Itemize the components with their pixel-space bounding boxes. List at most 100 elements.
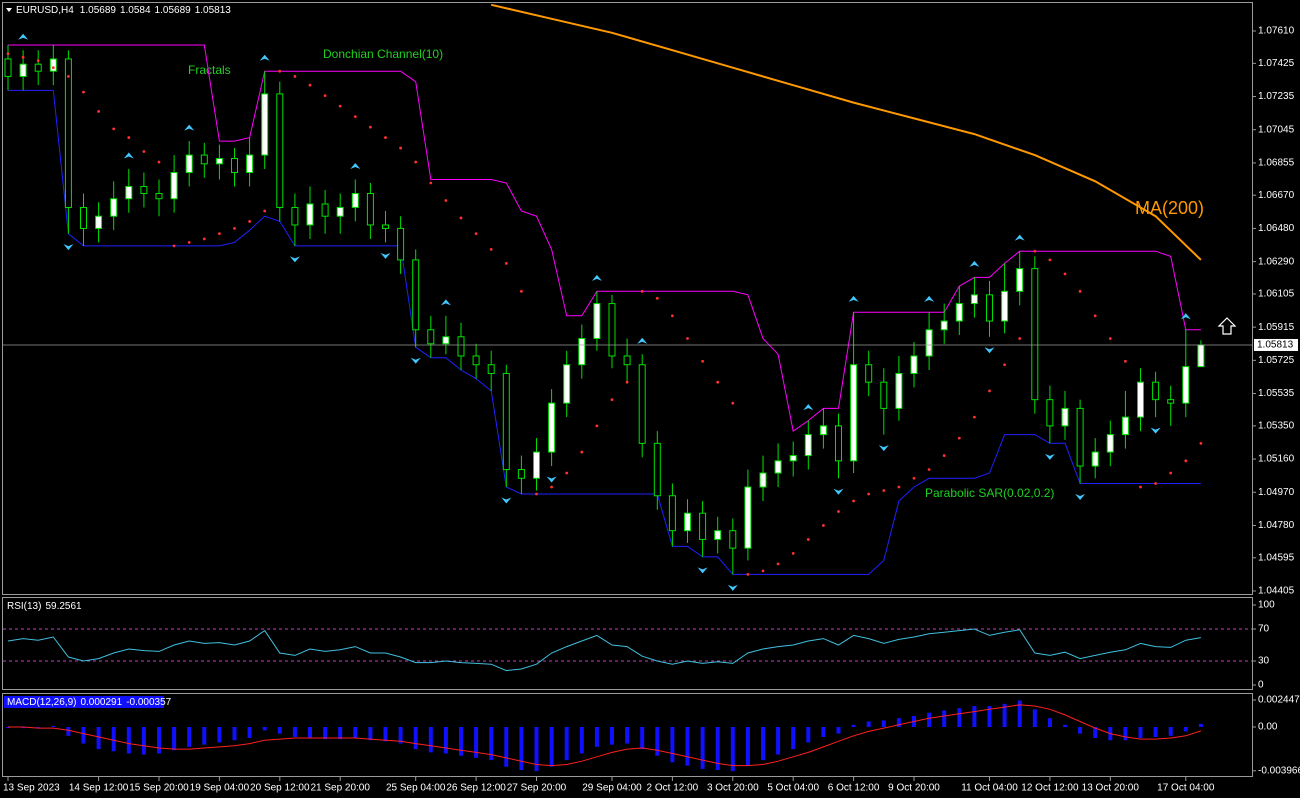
- candle-body: [744, 486, 752, 549]
- macd-bar: [111, 727, 116, 752]
- y-tick-label: 70: [1258, 624, 1270, 635]
- header: EURUSD,H4 1.05689 1.0584 1.05689 1.05813: [16, 5, 231, 16]
- x-tick-label: 19 Sep 04:00: [190, 783, 250, 794]
- sar-dot: [459, 216, 463, 220]
- macd-bar: [383, 727, 388, 742]
- candle-body: [865, 364, 873, 383]
- fractal-down: [984, 347, 995, 354]
- candle-body: [49, 58, 57, 72]
- sar-dot: [731, 401, 735, 405]
- sar-dot: [369, 125, 372, 129]
- macd-bar: [1032, 709, 1037, 728]
- candle-body: [412, 259, 420, 331]
- rsi-label: RSI(13) 59.2561: [7, 601, 82, 612]
- sar-dot: [218, 232, 221, 236]
- macd-bar: [353, 727, 358, 739]
- candle-body: [140, 186, 148, 194]
- fractal-down: [546, 476, 557, 483]
- fractal-up: [848, 295, 859, 302]
- fractal-up: [259, 54, 270, 61]
- macd-bar: [232, 727, 237, 741]
- macd-bar: [942, 710, 947, 728]
- sar-dot: [384, 136, 387, 139]
- candle-body: [789, 455, 797, 462]
- sar-dot: [640, 289, 644, 293]
- candle-body: [366, 192, 374, 226]
- macd-bar: [172, 727, 177, 751]
- macd-label: MACD(12,26,9) 0.000291 -0.000357: [7, 697, 172, 708]
- donchian-lower: [8, 89, 1201, 575]
- high: 1.0584: [120, 5, 151, 16]
- sar-dot: [323, 94, 327, 98]
- x-tick-label: 13 Oct 20:00: [1082, 783, 1140, 794]
- fractal-up: [350, 163, 361, 170]
- macd-bar: [428, 727, 433, 753]
- sar-dot: [867, 492, 871, 496]
- macd-bar: [1063, 724, 1067, 728]
- y-tick-label: 1.06855: [1258, 158, 1295, 169]
- sar-dot: [1093, 314, 1097, 318]
- sar-dot: [671, 314, 674, 318]
- sar-dot: [655, 296, 659, 300]
- macd-bar: [323, 727, 328, 740]
- annotation: MA(200): [1135, 198, 1204, 218]
- sar-dot: [21, 55, 25, 59]
- macd-bar: [655, 727, 660, 756]
- macd-bar: [549, 727, 554, 767]
- candle-body: [804, 434, 812, 457]
- macd-bar: [836, 727, 841, 734]
- price-panel: [2, 2, 1253, 595]
- sar-dot: [927, 468, 931, 471]
- macd-bar: [1168, 727, 1173, 736]
- candle-body: [563, 364, 571, 404]
- macd-bar: [81, 727, 86, 744]
- macd-bar: [443, 727, 448, 754]
- candle-body: [1016, 268, 1024, 292]
- candle-body: [427, 329, 435, 345]
- macd-bar: [36, 727, 41, 728]
- sar-dot: [565, 471, 569, 475]
- candle-body: [215, 158, 223, 165]
- y-tick-label: 1.07425: [1258, 58, 1295, 69]
- sar-dot: [791, 552, 795, 555]
- moving-average: [490, 3, 1202, 261]
- macd-bar: [730, 727, 735, 772]
- macd-bar: [957, 708, 962, 728]
- signal-value: -0.000357: [126, 697, 171, 708]
- y-tick-label: 1.07235: [1258, 91, 1295, 102]
- y-tick-label: 1.06290: [1258, 256, 1295, 267]
- macd-label-bg: [4, 696, 164, 708]
- candle-body: [699, 512, 707, 540]
- macd-bar: [489, 727, 494, 761]
- macd-value: 0.000291: [80, 697, 122, 708]
- macd-bar: [504, 727, 509, 767]
- x-tick-label: 2 Oct 12:00: [647, 783, 699, 794]
- candle-body: [64, 58, 72, 208]
- candle-body: [668, 495, 676, 532]
- candle-body: [880, 381, 888, 409]
- rsi-value: 59.2561: [45, 601, 82, 612]
- fractal-down: [289, 256, 300, 263]
- candle-body: [351, 192, 359, 208]
- macd-bar: [927, 712, 932, 728]
- candle-body: [970, 294, 978, 305]
- macd-bar: [21, 727, 26, 729]
- macd-bar: [851, 724, 856, 728]
- macd-bar: [791, 727, 796, 750]
- sar-dot: [1169, 471, 1173, 475]
- candle-body: [185, 154, 193, 174]
- macd-bar: [866, 721, 871, 728]
- sar-dot: [1018, 337, 1022, 340]
- macd-bar: [6, 727, 10, 729]
- candle-body: [593, 303, 601, 340]
- candle-body: [80, 206, 87, 229]
- sar-dot: [1063, 272, 1067, 276]
- sar-dot: [82, 90, 85, 94]
- sar-dot: [1139, 485, 1142, 489]
- sar-dot: [353, 115, 357, 119]
- y-tick-label: 0.002447: [1258, 695, 1300, 706]
- candle-body: [895, 372, 903, 409]
- y-tick-label: 1.05535: [1258, 388, 1295, 399]
- sar-dot: [233, 227, 236, 230]
- macd-bar: [1093, 727, 1098, 739]
